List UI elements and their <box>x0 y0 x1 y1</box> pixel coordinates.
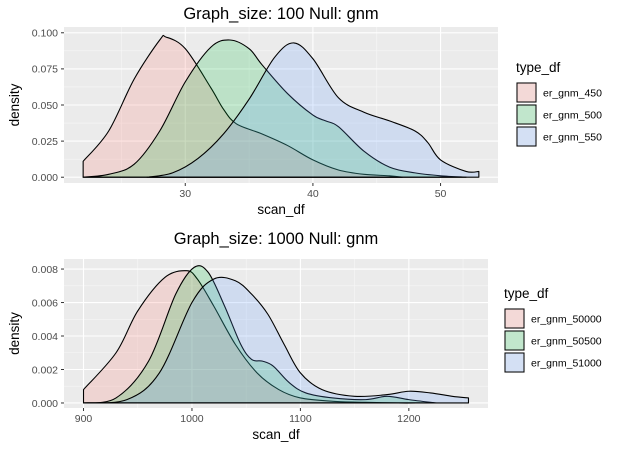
y-tick-label: 0.006 <box>32 297 58 309</box>
legend-label-er_gnm_51000: er_gnm_51000 <box>531 358 602 370</box>
y-tick-label: 0.075 <box>32 64 58 76</box>
x-tick-label: 1000 <box>180 413 204 425</box>
x-tick-label: 40 <box>307 188 319 200</box>
y-tick-label: 0.050 <box>32 100 58 112</box>
x-axis-label-1: scan_df <box>257 202 305 217</box>
panel-1: 30 40 50 0.000 0.025 0.050 0.075 0.100 Graph_si… <box>7 5 602 217</box>
legend-key-bg <box>516 126 537 147</box>
x-tick-label: 1200 <box>397 413 421 425</box>
legend-title-2: type_df <box>504 286 549 301</box>
y-tick-label: 0.100 <box>32 28 58 40</box>
legend-title-1: type_df <box>516 60 561 75</box>
density-area-er_gnm_550 <box>146 42 480 178</box>
legend-key-bg <box>504 308 525 329</box>
legend-label-er_gnm_450: er_gnm_450 <box>543 88 602 100</box>
density-area-er_gnm_50500 <box>82 265 437 404</box>
y-axis-label-1: density <box>7 83 22 126</box>
legend-label-er_gnm_550: er_gnm_550 <box>543 132 602 144</box>
legend-key-er_gnm_450 <box>516 82 537 103</box>
axes-2: 900 1000 1100 1200 0.000 0.002 0.004 0.006 0.008 <box>32 264 421 425</box>
x-tick-label: 1100 <box>289 413 312 425</box>
density-area-er_gnm_51000 <box>82 276 470 404</box>
x-axis-label-2: scan_df <box>252 427 300 442</box>
legend-key-bg <box>504 352 525 373</box>
legend-key-er_gnm_51000 <box>504 352 525 373</box>
legend-2: type_df er_gnm_50000 er_gnm_50500 er_gnm_5… <box>504 286 602 373</box>
x-tick-label: 30 <box>179 188 191 200</box>
legend-label-er_gnm_50500: er_gnm_50500 <box>531 336 602 348</box>
legend-key-er_gnm_50500 <box>504 330 525 351</box>
legend-key-er_gnm_50000 <box>504 308 525 329</box>
legend-key-bg <box>516 104 537 125</box>
legend-label-er_gnm_500: er_gnm_500 <box>543 110 602 122</box>
legend-key-er_gnm_500 <box>516 104 537 125</box>
density-areas-2 <box>82 265 470 404</box>
legend-key-bg <box>504 330 525 351</box>
density-area-er_gnm_450 <box>82 34 403 178</box>
y-tick-label: 0.004 <box>32 331 58 343</box>
chart-title-1: Graph_size: 100 Null: gnm <box>183 5 378 23</box>
x-tick-label: 900 <box>75 413 93 425</box>
x-tick-label: 50 <box>435 188 447 200</box>
density-areas-1 <box>82 34 480 178</box>
legend-1: type_df er_gnm_450 er_gnm_500 er_gnm_550 <box>516 60 602 147</box>
legend-label-er_gnm_50000: er_gnm_50000 <box>531 314 602 326</box>
y-tick-label: 0.025 <box>32 136 58 148</box>
legend-key-bg <box>516 82 537 103</box>
panel-2: 900 1000 1100 1200 0.000 0.002 0.004 0.006 0.008… <box>7 230 602 442</box>
density-area-er_gnm_50000 <box>82 270 421 404</box>
y-tick-label: 0.000 <box>32 172 58 184</box>
y-axis-label-2: density <box>7 312 22 355</box>
y-tick-label: 0.008 <box>32 264 58 276</box>
density-area-er_gnm_500 <box>82 39 467 178</box>
axes-1: 30 40 50 0.000 0.025 0.050 0.075 0.100 <box>32 28 447 200</box>
plot-area-2 <box>64 259 488 408</box>
legend-key-er_gnm_550 <box>516 126 537 147</box>
y-tick-label: 0.000 <box>32 398 58 410</box>
y-tick-label: 0.002 <box>32 364 58 376</box>
chart-title-2: Graph_size: 1000 Null: gnm <box>174 230 379 248</box>
